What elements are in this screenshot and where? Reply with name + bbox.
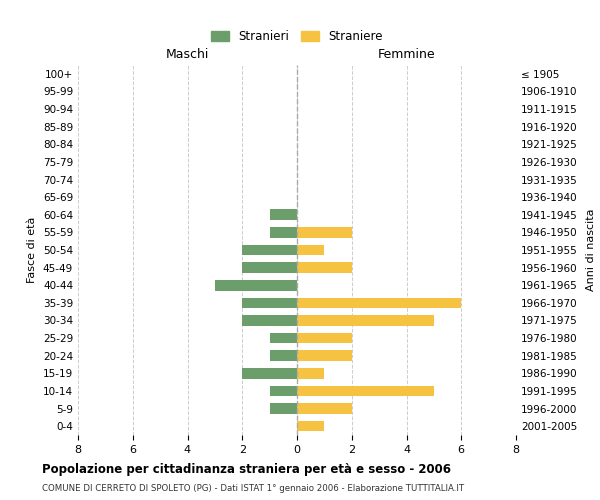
Bar: [297, 262, 352, 273]
Bar: [297, 244, 325, 256]
Text: Popolazione per cittadinanza straniera per età e sesso - 2006: Popolazione per cittadinanza straniera p…: [42, 462, 451, 475]
Bar: [297, 333, 352, 344]
Bar: [269, 350, 297, 361]
Bar: [242, 298, 297, 308]
Bar: [215, 280, 297, 290]
Bar: [297, 315, 434, 326]
Bar: [297, 227, 352, 237]
Y-axis label: Fasce di età: Fasce di età: [28, 217, 37, 283]
Bar: [242, 244, 297, 256]
Text: Femmine: Femmine: [377, 48, 436, 62]
Bar: [297, 350, 352, 361]
Bar: [242, 368, 297, 378]
Bar: [297, 368, 325, 378]
Text: COMUNE DI CERRETO DI SPOLETO (PG) - Dati ISTAT 1° gennaio 2006 - Elaborazione TU: COMUNE DI CERRETO DI SPOLETO (PG) - Dati…: [42, 484, 464, 493]
Bar: [297, 386, 434, 396]
Bar: [297, 298, 461, 308]
Bar: [242, 315, 297, 326]
Bar: [297, 421, 325, 432]
Bar: [269, 404, 297, 414]
Bar: [269, 386, 297, 396]
Bar: [269, 227, 297, 237]
Legend: Stranieri, Straniere: Stranieri, Straniere: [208, 26, 386, 46]
Bar: [269, 210, 297, 220]
Bar: [242, 262, 297, 273]
Y-axis label: Anni di nascita: Anni di nascita: [586, 209, 596, 291]
Bar: [297, 404, 352, 414]
Text: Maschi: Maschi: [166, 48, 209, 62]
Bar: [269, 333, 297, 344]
